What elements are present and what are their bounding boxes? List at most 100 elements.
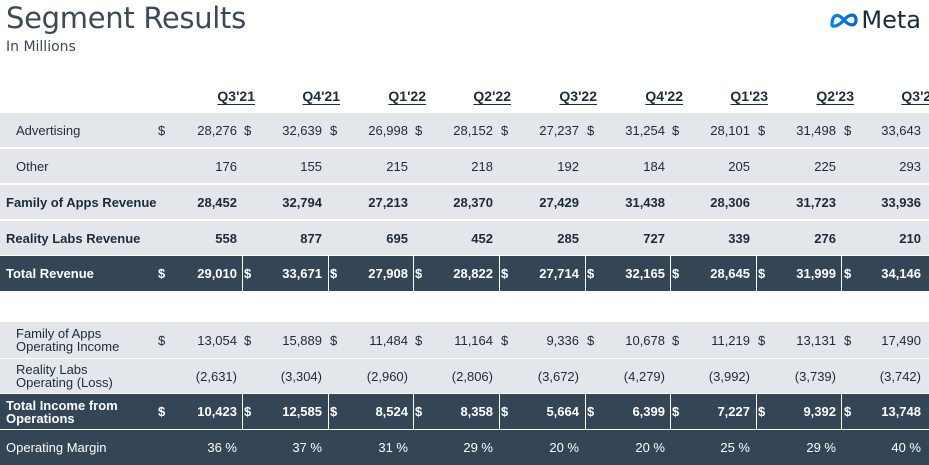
- table-row: Family of Apps Revenue 28,452 32,794 27,213…: [0, 185, 929, 219]
- column-header: Q3'23: [901, 88, 929, 104]
- value-cell: 31,723: [796, 194, 836, 210]
- column-divider: [499, 256, 500, 291]
- value-cell: 40 %: [891, 440, 921, 455]
- value-cell: 28,645: [710, 266, 750, 281]
- value-cell: 155: [300, 158, 322, 174]
- page-title: Segment Results: [6, 1, 246, 35]
- value-cell: 28,152: [453, 122, 493, 138]
- value-cell: 452: [471, 230, 493, 246]
- currency-symbol: $: [244, 332, 252, 348]
- column-divider: [328, 394, 329, 429]
- value-cell: 218: [471, 158, 493, 174]
- value-cell: 8,524: [375, 404, 408, 419]
- value-cell: 28,452: [197, 194, 237, 210]
- value-cell: 32,639: [282, 122, 322, 138]
- meta-logo: Meta: [829, 6, 921, 34]
- value-cell: 31,498: [796, 122, 836, 138]
- currency-symbol: $: [330, 332, 338, 348]
- currency-symbol: $: [330, 404, 338, 419]
- value-cell: 205: [728, 158, 750, 174]
- value-cell: 9,392: [803, 404, 836, 419]
- row-label: Total Revenue: [6, 266, 94, 281]
- column-divider: [670, 394, 671, 429]
- value-cell: 27,429: [539, 194, 579, 210]
- value-cell: (2,960): [366, 368, 408, 384]
- currency-symbol: $: [501, 404, 509, 419]
- currency-symbol: $: [415, 404, 423, 419]
- row-label: Total Income from Operations: [6, 397, 118, 426]
- column-header: Q3'22: [559, 88, 597, 104]
- currency-symbol: $: [672, 266, 680, 281]
- currency-symbol: $: [244, 122, 252, 138]
- value-cell: 10,423: [197, 404, 237, 419]
- row-label: Family of Apps Revenue: [6, 194, 157, 210]
- meta-infinity-icon: [830, 13, 859, 28]
- row-label: Reality Labs Revenue: [6, 230, 141, 246]
- column-divider: [841, 256, 842, 291]
- currency-symbol: $: [415, 332, 423, 348]
- value-cell: 10,678: [625, 332, 665, 348]
- value-cell: 13,748: [881, 404, 921, 419]
- value-cell: 727: [643, 230, 665, 246]
- value-cell: 31 %: [378, 440, 408, 455]
- column-divider: [242, 394, 243, 429]
- value-cell: 33,643: [881, 122, 921, 138]
- value-cell: (2,631): [195, 368, 237, 384]
- column-header: Q2'22: [473, 88, 511, 104]
- row-label: Operating Margin: [6, 440, 107, 455]
- value-cell: 31,438: [625, 194, 665, 210]
- value-cell: 13,131: [796, 332, 836, 348]
- column-divider: [670, 256, 671, 291]
- value-cell: 32,794: [282, 194, 322, 210]
- currency-symbol: $: [758, 266, 766, 281]
- value-cell: 11,164: [454, 332, 493, 348]
- value-cell: 27,714: [539, 266, 579, 281]
- table-row: Other 176 155 215 218 192 184 205 225 293: [0, 149, 929, 183]
- value-cell: 32,165: [625, 266, 665, 281]
- value-cell: 293: [899, 158, 921, 174]
- currency-symbol: $: [844, 404, 852, 419]
- column-header: Q1'23: [730, 88, 768, 104]
- currency-symbol: $: [758, 404, 766, 419]
- value-cell: 28,822: [453, 266, 493, 281]
- value-cell: 33,671: [282, 266, 322, 281]
- value-cell: 8,358: [460, 404, 493, 419]
- value-cell: 29,010: [197, 266, 237, 281]
- column-divider: [841, 394, 842, 429]
- value-cell: (3,304): [280, 368, 322, 384]
- value-cell: 276: [814, 230, 836, 246]
- value-cell: 9,336: [546, 332, 579, 348]
- table-row: Total Income from Operations $10,423 $12,5…: [0, 394, 929, 429]
- table-row: Family of Apps Operating Income $13,054 $1…: [0, 322, 929, 358]
- value-cell: 225: [814, 158, 836, 174]
- value-cell: 176: [215, 158, 237, 174]
- currency-symbol: $: [244, 266, 252, 281]
- table-row: Reality Labs Revenue 558 877 695 452 285 727 33…: [0, 221, 929, 255]
- currency-symbol: $: [587, 404, 595, 419]
- value-cell: 12,585: [282, 404, 322, 419]
- value-cell: 36 %: [207, 440, 237, 455]
- value-cell: 7,227: [717, 404, 750, 419]
- logo-text: Meta: [861, 6, 921, 34]
- currency-symbol: $: [415, 122, 423, 138]
- value-cell: 17,490: [881, 332, 921, 348]
- column-divider: [585, 394, 586, 429]
- currency-symbol: $: [415, 266, 423, 281]
- value-cell: 28,306: [710, 194, 750, 210]
- currency-symbol: $: [330, 122, 338, 138]
- column-headers: Q3'21 Q4'21 Q1'22 Q2'22 Q3'22 Q4'22 Q1'23 Q2'23…: [0, 88, 929, 108]
- value-cell: 31,999: [796, 266, 836, 281]
- value-cell: 285: [557, 230, 579, 246]
- value-cell: (2,806): [451, 368, 493, 384]
- currency-symbol: $: [501, 266, 509, 281]
- value-cell: 15,889: [282, 332, 322, 348]
- table-row: Operating Margin 36 % 37 % 31 % 29 % 20 % 20 %…: [0, 430, 929, 465]
- value-cell: (3,739): [794, 368, 836, 384]
- value-cell: 11,484: [369, 332, 408, 348]
- currency-symbol: $: [844, 266, 852, 281]
- value-cell: 877: [300, 230, 322, 246]
- column-header: Q2'23: [816, 88, 854, 104]
- value-cell: 31,254: [625, 122, 665, 138]
- value-cell: 25 %: [720, 440, 750, 455]
- value-cell: 28,276: [197, 122, 237, 138]
